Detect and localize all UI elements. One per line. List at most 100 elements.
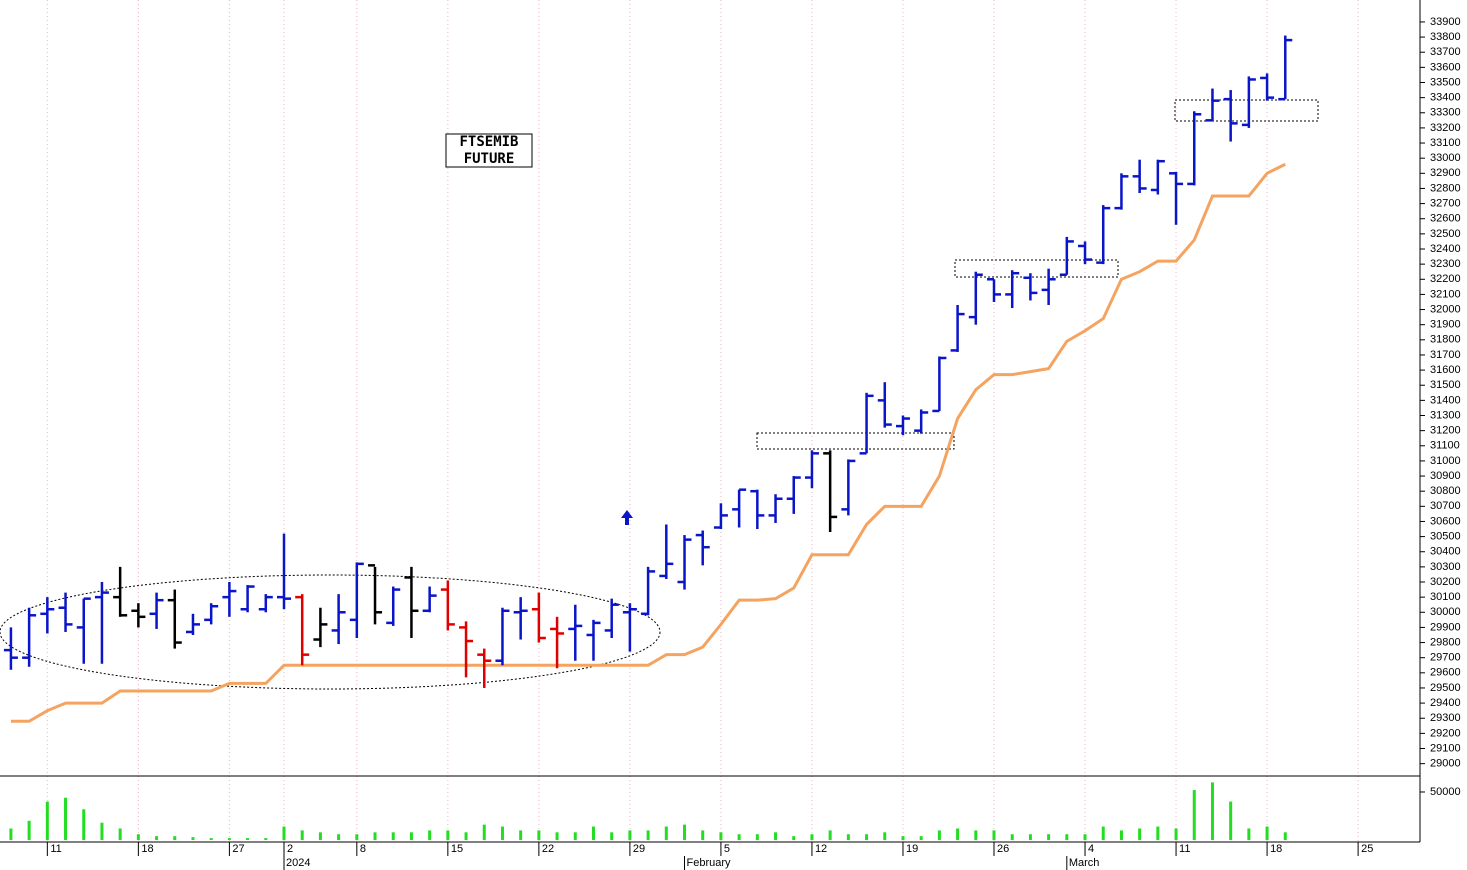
- y-tick-label: 30500: [1430, 531, 1461, 543]
- volume-bar: [264, 838, 268, 840]
- period-label: 2024: [286, 857, 310, 869]
- volume-bar: [883, 832, 887, 840]
- x-tick-label: 15: [451, 843, 463, 855]
- y-tick-label: 31700: [1430, 349, 1461, 361]
- volume-bar: [100, 822, 104, 840]
- chart-title: FUTURE: [464, 151, 515, 167]
- y-tick-label: 31400: [1430, 394, 1461, 406]
- y-tick-label: 32200: [1430, 273, 1461, 285]
- y-tick-label: 32600: [1430, 213, 1461, 225]
- y-tick-label: 50000: [1430, 786, 1461, 798]
- chart-title: FTSEMIB: [459, 134, 518, 150]
- y-tick-label: 30400: [1430, 546, 1461, 558]
- x-tick-label: 29: [633, 843, 645, 855]
- volume-bar: [118, 828, 122, 840]
- volume-bar: [9, 828, 13, 840]
- volume-bar: [409, 832, 413, 840]
- x-tick-label: 2: [287, 843, 293, 855]
- volume-bar: [282, 826, 286, 840]
- volume-bar: [1210, 782, 1214, 840]
- volume-bar: [318, 832, 322, 840]
- period-label: March: [1069, 857, 1100, 869]
- volume-bar: [956, 828, 960, 840]
- volume-bar: [628, 830, 632, 840]
- volume-bar: [792, 836, 796, 840]
- volume-bar: [1265, 826, 1269, 840]
- volume-bar: [391, 832, 395, 840]
- volume-bar: [919, 836, 923, 840]
- volume-bar: [300, 830, 304, 840]
- y-tick-label: 33000: [1430, 152, 1461, 164]
- y-tick-label: 33300: [1430, 107, 1461, 119]
- volume-bar: [1156, 826, 1160, 840]
- volume-bar: [136, 834, 140, 840]
- y-tick-label: 32400: [1430, 243, 1461, 255]
- volume-bar: [1028, 834, 1032, 840]
- y-tick-label: 30700: [1430, 500, 1461, 512]
- period-label: February: [687, 857, 732, 869]
- volume-bar: [1192, 790, 1196, 840]
- y-tick-label: 29500: [1430, 682, 1461, 694]
- x-tick-label: 11: [50, 843, 61, 855]
- y-tick-label: 33900: [1430, 16, 1461, 28]
- volume-bar: [537, 830, 541, 840]
- y-tick-label: 29800: [1430, 636, 1461, 648]
- y-tick-label: 32300: [1430, 258, 1461, 270]
- volume-bar: [683, 824, 687, 840]
- x-tick-label: 18: [1270, 843, 1282, 855]
- y-tick-label: 29300: [1430, 712, 1461, 724]
- x-tick-label: 26: [997, 843, 1009, 855]
- volume-bar: [610, 832, 614, 840]
- y-tick-label: 29200: [1430, 727, 1461, 739]
- x-tick-label: 27: [232, 843, 244, 855]
- y-tick-label: 32100: [1430, 288, 1461, 300]
- volume-bar: [737, 834, 741, 840]
- y-tick-label: 29900: [1430, 621, 1461, 633]
- volume-bar: [701, 830, 705, 840]
- volume-bar: [500, 826, 504, 840]
- consolidation-ellipse: [0, 574, 661, 690]
- x-tick-label: 25: [1361, 843, 1373, 855]
- y-tick-label: 33700: [1430, 46, 1461, 58]
- volume-bar: [901, 836, 905, 840]
- y-tick-label: 31300: [1430, 409, 1461, 421]
- volume-bar: [155, 836, 159, 840]
- x-tick-label: 11: [1179, 843, 1190, 855]
- gap-box: [954, 259, 1119, 278]
- y-tick-label: 30000: [1430, 606, 1461, 618]
- volume-bar: [1010, 834, 1014, 840]
- volume-bar: [355, 834, 359, 840]
- y-tick-label: 29000: [1430, 758, 1461, 770]
- volume-bar: [828, 830, 832, 840]
- title-box: [445, 133, 533, 168]
- volume-bar: [1247, 828, 1251, 840]
- y-tick-label: 32800: [1430, 182, 1461, 194]
- volume-bar: [1065, 834, 1069, 840]
- volume-bar: [209, 838, 213, 840]
- y-tick-label: 30300: [1430, 561, 1461, 573]
- breakout-arrow: [621, 510, 633, 525]
- y-tick-label: 33500: [1430, 76, 1461, 88]
- volume-bar: [173, 836, 177, 840]
- volume-bar: [846, 834, 850, 840]
- y-tick-label: 32900: [1430, 167, 1461, 179]
- volume-bar: [82, 809, 86, 840]
- volume-bar: [974, 830, 978, 840]
- y-tick-label: 31600: [1430, 364, 1461, 376]
- x-tick-label: 12: [815, 843, 827, 855]
- y-tick-label: 30900: [1430, 470, 1461, 482]
- y-tick-label: 30800: [1430, 485, 1461, 497]
- volume-bar: [591, 826, 595, 840]
- volume-bar: [373, 832, 377, 840]
- y-tick-label: 32700: [1430, 197, 1461, 209]
- volume-bar: [774, 832, 778, 840]
- volume-bar: [810, 834, 814, 840]
- volume-bar: [865, 834, 869, 840]
- y-tick-label: 30200: [1430, 576, 1461, 588]
- y-tick-label: 31900: [1430, 319, 1461, 331]
- volume-bar: [755, 834, 759, 840]
- volume-bar: [27, 820, 31, 840]
- y-tick-label: 29700: [1430, 652, 1461, 664]
- y-tick-label: 29100: [1430, 742, 1461, 754]
